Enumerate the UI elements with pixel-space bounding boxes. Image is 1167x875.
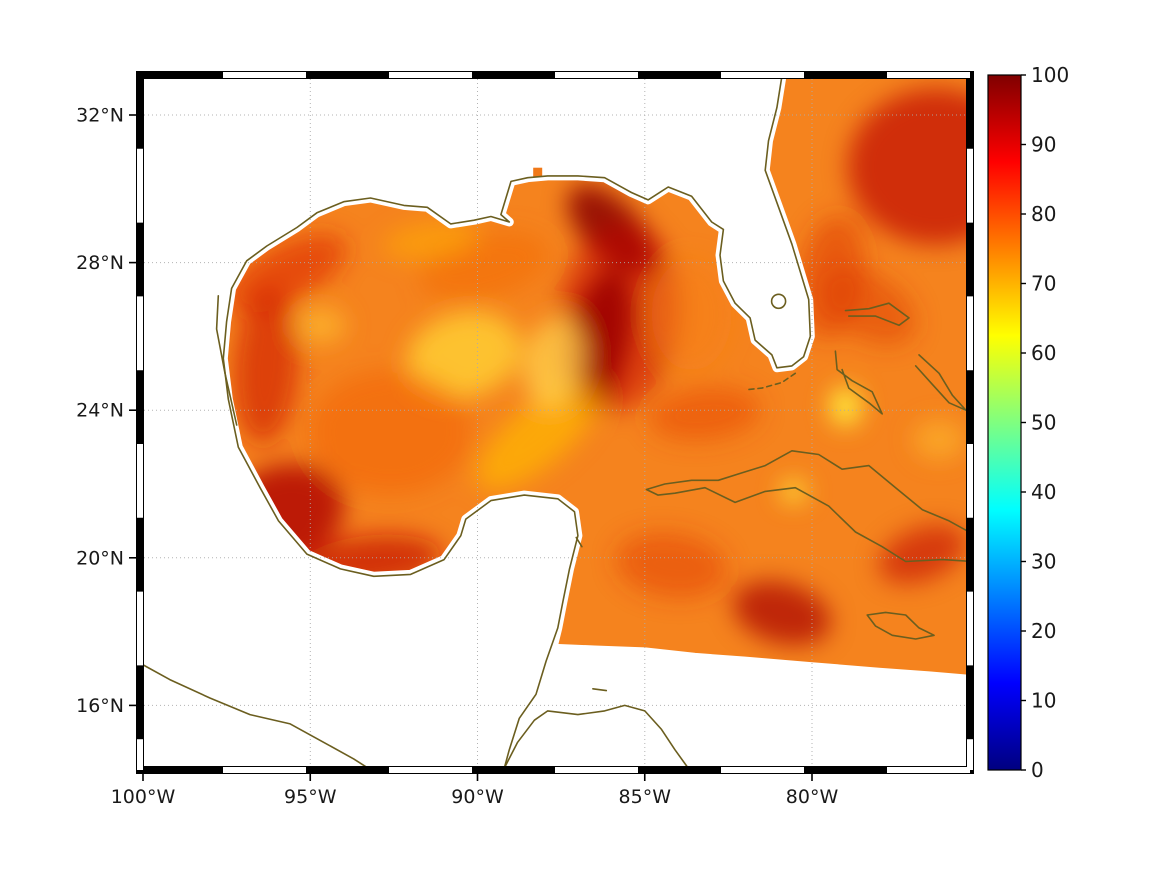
coastline-honduras-islands: [592, 688, 608, 692]
coastline-cuba: [645, 450, 970, 563]
heat-blob-loop-west-yellow: [523, 316, 586, 408]
colorbar-tick-label: 50: [1031, 411, 1056, 435]
coastline-cozumel: [575, 536, 583, 548]
heat-blob-se-cuba-red: [878, 524, 967, 584]
heat-blob-west-caribbean-red: [615, 532, 728, 598]
colorbar-gradient: [987, 74, 1022, 771]
heat-blob-loop-red-halo: [555, 223, 681, 413]
colorbar-tick-label: 90: [1031, 133, 1056, 157]
colorbar-tick-label: 20: [1031, 619, 1056, 643]
y-tick-label: 16°N: [76, 695, 124, 717]
axis-ticks-labels: 100°W 95°W 90°W 85°W 80°W 32°N 28°N 24°N 20°N 16°…: [76, 105, 838, 809]
x-tick-label: 80°W: [786, 786, 839, 808]
coastline-gulf-atlantic-coast: [222, 75, 812, 769]
coastline-lake-okeechobee: [770, 293, 787, 310]
colorbar-tick-label: 40: [1031, 480, 1056, 504]
colorbar-tick-label: 30: [1031, 550, 1056, 574]
heat-blob-florida-straits-red: [649, 387, 761, 441]
heat-blob-yucatan-channel-yellow: [476, 382, 600, 490]
heat-blob-cuba-south-yellow: [780, 480, 807, 503]
x-tick-label: 100°W: [111, 786, 176, 808]
y-tick-label: 28°N: [76, 252, 124, 274]
coastline-florida-keys: [744, 372, 797, 391]
coastline-bahamas-bimini-andros: [834, 350, 883, 415]
coastline-hispaniola-edge: [973, 558, 983, 582]
heat-blob-bahamas-red-streak: [821, 268, 917, 346]
y-tick-label: 20°N: [76, 547, 124, 569]
heat-blob-west-gulf-red: [234, 288, 300, 444]
coastline-bahamas-grand-abaco: [844, 302, 910, 327]
colorbar-tick-label: 70: [1031, 272, 1056, 296]
map-frame-border: [136, 71, 974, 774]
coastline-bahamas-eleuthera-exuma: [914, 354, 967, 411]
x-tick-label: 90°W: [451, 786, 504, 808]
coastline-jamaica: [866, 611, 935, 640]
heat-blob-nw-gulf-yellow-spot: [294, 307, 347, 344]
map-area: [140, 75, 983, 770]
stray-data-cell: [533, 167, 543, 177]
coastline-central-america-coast: [503, 704, 689, 769]
x-tick-label: 85°W: [619, 786, 672, 808]
heat-blob-bahama-bank-yellow: [829, 386, 862, 427]
heat-blob-texas-shelf-red: [227, 234, 347, 314]
coastline-mexico-pacific-coast: [140, 662, 373, 770]
x-tick-label: 95°W: [284, 786, 337, 808]
heat-blob-west-gulf-deep-orange: [308, 370, 473, 495]
colorbar-tick-label: 80: [1031, 202, 1056, 226]
colorbar-tick-label: 10: [1031, 689, 1056, 713]
colorbar-tick-label: 100: [1031, 63, 1069, 87]
y-tick-label: 32°N: [76, 105, 124, 127]
heat-blob-atlantic-yellow-spot: [913, 419, 966, 460]
heat-blob-louisiana-shelf-orange: [383, 221, 479, 260]
heat-blob-west-florida-shelf-orange: [651, 258, 732, 371]
colorbar-tick-label: 0: [1031, 758, 1044, 782]
heat-blob-northeast-dark-red: [847, 88, 970, 245]
heat-blob-caribbean-dark-red: [733, 581, 831, 646]
coastline-texas-laguna-madre: [215, 295, 238, 426]
coastlines: [140, 75, 983, 770]
heat-blob-central-gulf-yellow: [406, 311, 522, 399]
y-tick-label: 24°N: [76, 400, 124, 422]
colorbar-tick-label: 60: [1031, 341, 1056, 365]
